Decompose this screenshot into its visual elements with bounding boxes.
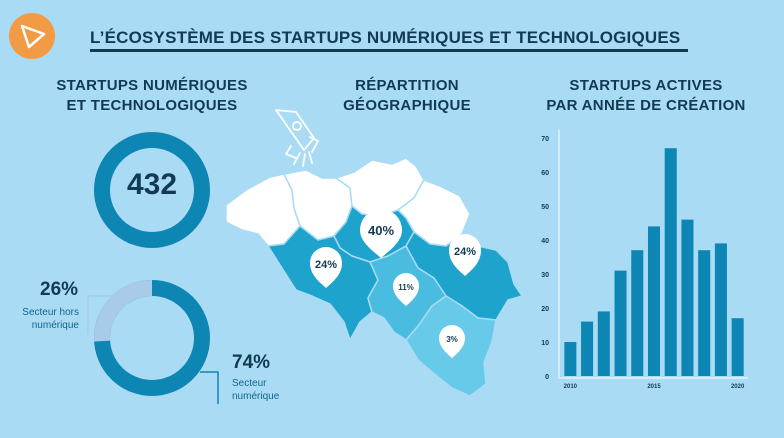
geography-title-line1: RÉPARTITION xyxy=(355,77,459,94)
chart-section-title: STARTUPS ACTIVES PAR ANNÉE DE CRÉATION xyxy=(522,76,770,116)
sector-donut-non-digital xyxy=(94,280,153,342)
bar-2012 xyxy=(597,311,610,376)
leader-line-non-digital xyxy=(87,295,118,334)
chart-title-line2: PAR ANNÉE DE CRÉATION xyxy=(546,97,746,114)
page-title: L’ÉCOSYSTÈME DES STARTUPS NUMÉRIQUES ET … xyxy=(90,28,681,47)
rocket-icon xyxy=(275,109,319,167)
pin-24-west-label: 24% xyxy=(315,259,337,271)
chart-title-line1: STARTUPS ACTIVES xyxy=(569,77,723,94)
bar-2011 xyxy=(581,321,594,376)
pin-40: 40% xyxy=(360,209,402,258)
digital-label-line1: Secteur xyxy=(232,378,267,389)
y-tick-label-20: 20 xyxy=(541,306,549,313)
y-tick-label-70: 70 xyxy=(541,136,549,143)
digital-label: Secteur numérique xyxy=(232,377,279,403)
x-tick-label-2020: 2020 xyxy=(731,384,745,390)
bar-2016 xyxy=(664,148,677,376)
y-tick-label-0: 0 xyxy=(545,374,549,381)
non-digital-percent: 26% xyxy=(40,279,79,300)
geography-title-line2: GÉOGRAPHIQUE xyxy=(343,97,471,114)
pin-40-label: 40% xyxy=(368,223,394,238)
non-digital-label: Secteur hors numérique xyxy=(6,306,79,332)
digital-label-line2: numérique xyxy=(232,391,280,402)
y-tick-label-50: 50 xyxy=(541,204,549,211)
paper-plane-icon xyxy=(20,24,46,49)
pin-3: 3% xyxy=(439,325,465,358)
pin-24-west: 24% xyxy=(310,247,342,288)
non-digital-label-line1: Secteur hors xyxy=(22,307,79,318)
pin-24-east: 24% xyxy=(449,234,481,276)
logo xyxy=(9,13,55,59)
total-ring xyxy=(94,132,210,248)
digital-percent: 74% xyxy=(232,352,271,373)
bar-2015 xyxy=(647,226,661,376)
startups-section-title: STARTUPS NUMÉRIQUES ET TECHNOLOGIQUES xyxy=(30,76,274,116)
x-tick-label-2015: 2015 xyxy=(647,384,661,390)
geography-section-title: RÉPARTITION GÉOGRAPHIQUE xyxy=(312,76,502,116)
bar-2010 xyxy=(564,342,577,376)
y-tick-label-30: 30 xyxy=(541,272,549,279)
non-digital-label-line2: numérique xyxy=(31,320,79,331)
startups-title-line2: ET TECHNOLOGIQUES xyxy=(66,97,238,114)
startups-title-line1: STARTUPS NUMÉRIQUES xyxy=(56,77,248,94)
bar-2017 xyxy=(681,219,694,376)
x-tick-label-2010: 2010 xyxy=(564,384,578,390)
bar-2019 xyxy=(714,243,727,376)
y-tick-label-40: 40 xyxy=(541,238,549,245)
y-tick-label-10: 10 xyxy=(541,340,549,347)
bar-2018 xyxy=(698,250,711,376)
total-startups-value: 432 xyxy=(126,168,178,201)
pin-11-label: 11% xyxy=(398,283,414,292)
bar-2014 xyxy=(631,250,644,376)
title-underline xyxy=(90,49,688,52)
bar-2013 xyxy=(614,270,627,376)
bar-2020 xyxy=(731,318,744,376)
pin-3-label: 3% xyxy=(446,335,458,344)
leader-line-digital xyxy=(200,371,219,404)
pin-11: 11% xyxy=(393,273,419,306)
y-tick-label-60: 60 xyxy=(541,170,549,177)
pin-24-east-label: 24% xyxy=(454,246,476,258)
